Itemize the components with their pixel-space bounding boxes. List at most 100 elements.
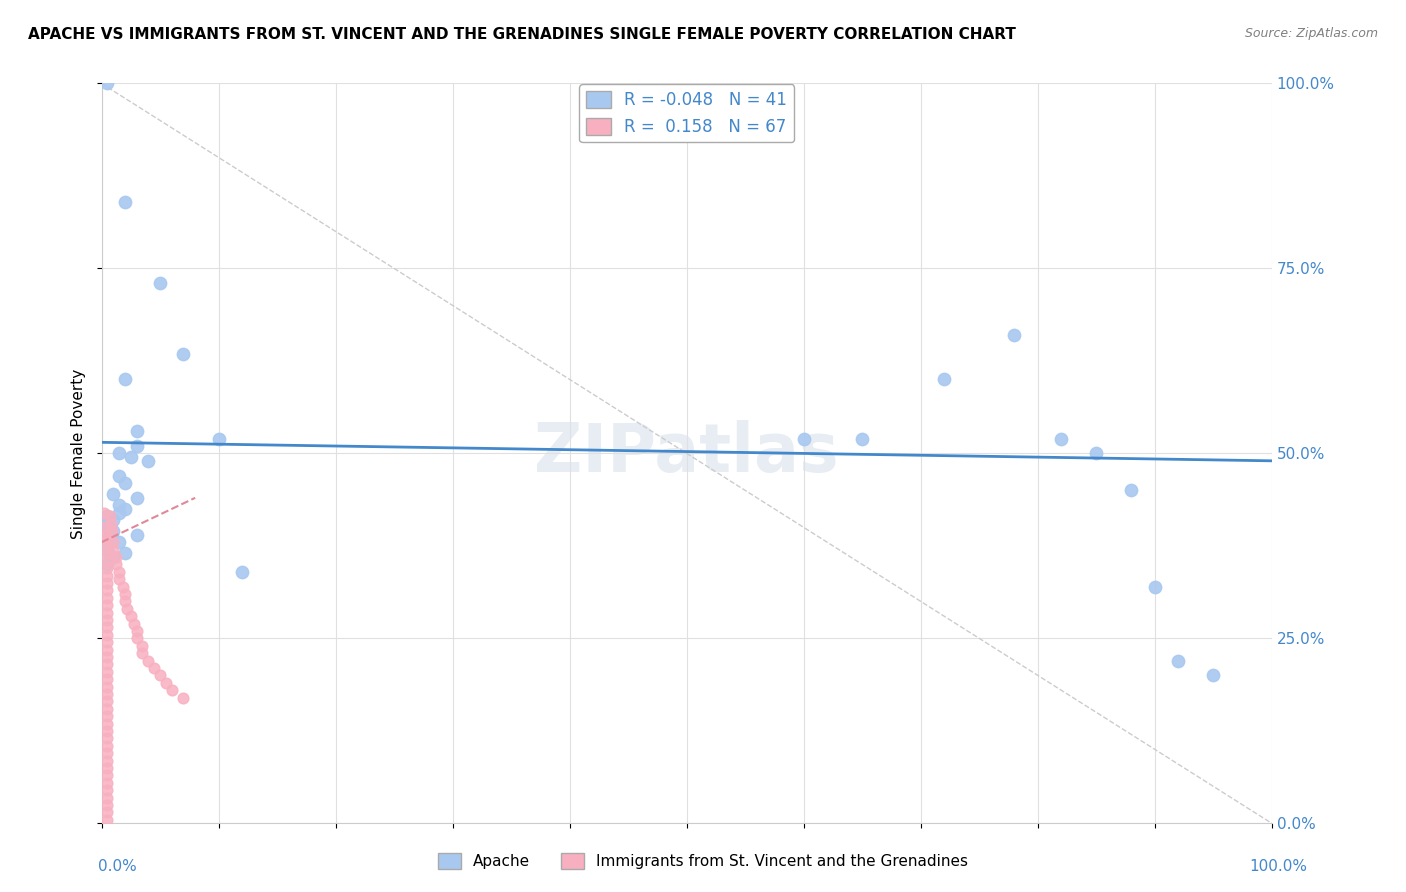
Point xyxy=(96,642,118,657)
Text: APACHE VS IMMIGRANTS FROM ST. VINCENT AND THE GRENADINES SINGLE FEMALE POVERTY C: APACHE VS IMMIGRANTS FROM ST. VINCENT AN… xyxy=(28,27,1017,42)
Point xyxy=(125,632,148,646)
Point xyxy=(114,587,136,601)
Text: 0.0%: 0.0% xyxy=(98,859,138,874)
Point xyxy=(100,516,122,531)
Point xyxy=(114,546,136,560)
Point xyxy=(96,746,118,760)
Point xyxy=(111,580,134,594)
Point xyxy=(96,542,118,557)
Point xyxy=(103,513,125,527)
Point xyxy=(96,628,118,642)
Point xyxy=(103,535,125,549)
Legend: R = -0.048   N = 41, R =  0.158   N = 67: R = -0.048 N = 41, R = 0.158 N = 67 xyxy=(579,85,794,143)
Point xyxy=(114,476,136,491)
Point xyxy=(96,702,118,716)
Point xyxy=(96,672,118,686)
Point xyxy=(149,277,172,291)
Point xyxy=(103,487,125,501)
Point xyxy=(96,723,118,738)
Point xyxy=(96,620,118,634)
Point xyxy=(96,813,118,827)
Point xyxy=(114,502,136,516)
Point xyxy=(104,558,127,572)
Point xyxy=(149,668,172,682)
Point xyxy=(1002,328,1025,343)
Y-axis label: Single Female Poverty: Single Female Poverty xyxy=(72,368,86,539)
Point xyxy=(138,654,160,668)
Point xyxy=(96,77,118,91)
Point xyxy=(96,649,118,664)
Point xyxy=(131,646,153,660)
Point xyxy=(101,524,124,538)
Point xyxy=(160,683,183,698)
Text: ZIPatlas: ZIPatlas xyxy=(534,420,839,486)
Point xyxy=(108,565,131,579)
Point xyxy=(96,575,118,590)
Text: 100.0%: 100.0% xyxy=(1250,859,1308,874)
Point xyxy=(114,594,136,608)
Point xyxy=(125,424,148,438)
Point xyxy=(172,346,194,360)
Point xyxy=(96,528,118,542)
Point xyxy=(96,775,118,789)
Point xyxy=(207,432,229,446)
Point xyxy=(96,805,118,820)
Point xyxy=(143,661,166,675)
Point xyxy=(94,520,117,534)
Point xyxy=(108,506,131,520)
Point xyxy=(96,613,118,627)
Point xyxy=(103,549,125,564)
Point xyxy=(96,558,118,572)
Point xyxy=(96,797,118,812)
Point xyxy=(125,624,148,638)
Point xyxy=(108,572,131,586)
Point xyxy=(131,639,153,653)
Point xyxy=(96,520,118,534)
Point xyxy=(96,606,118,620)
Point xyxy=(96,754,118,768)
Point xyxy=(125,439,148,453)
Legend: Apache, Immigrants from St. Vincent and the Grenadines: Apache, Immigrants from St. Vincent and … xyxy=(432,847,974,875)
Point xyxy=(96,591,118,605)
Point xyxy=(96,716,118,731)
Point xyxy=(155,675,177,690)
Point xyxy=(96,546,118,560)
Point xyxy=(851,432,873,446)
Point xyxy=(96,657,118,672)
Point xyxy=(96,583,118,598)
Point xyxy=(96,783,118,797)
Point xyxy=(96,665,118,679)
Point xyxy=(108,468,131,483)
Point xyxy=(108,498,131,512)
Point xyxy=(103,542,125,557)
Point xyxy=(96,516,118,531)
Point xyxy=(93,506,115,520)
Point xyxy=(103,524,125,538)
Point xyxy=(120,450,142,464)
Point xyxy=(138,454,160,468)
Point xyxy=(96,598,118,612)
Point xyxy=(96,731,118,746)
Point xyxy=(96,539,118,553)
Point xyxy=(124,616,146,631)
Point xyxy=(96,561,118,575)
Point xyxy=(1167,654,1189,668)
Point xyxy=(96,680,118,694)
Point xyxy=(108,446,131,460)
Point xyxy=(1121,483,1143,498)
Point xyxy=(96,709,118,723)
Point xyxy=(1050,432,1073,446)
Point xyxy=(793,432,815,446)
Point xyxy=(96,790,118,805)
Point xyxy=(120,609,142,624)
Point xyxy=(96,532,118,546)
Point xyxy=(96,509,118,524)
Point xyxy=(96,532,118,546)
Point xyxy=(125,491,148,505)
Point xyxy=(98,509,121,524)
Point xyxy=(96,554,118,568)
Point xyxy=(108,535,131,549)
Point xyxy=(1143,580,1166,594)
Point xyxy=(172,690,194,705)
Point xyxy=(934,372,956,386)
